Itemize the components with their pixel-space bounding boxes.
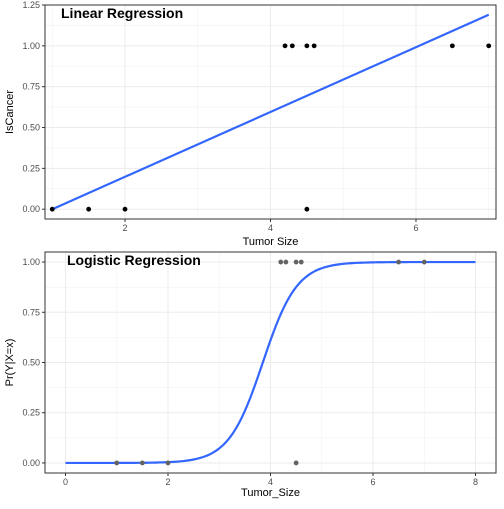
panel-linear: 2 4 6 0.00 0.25 0.50 0.75 1.00 1.25 Tumor Size IsC… — [4, 0, 497, 248]
y-tick-label: 0.50 — [22, 358, 40, 368]
data-point — [165, 460, 171, 466]
x-tick-label: 2 — [123, 223, 128, 233]
y-tick-label: 0.50 — [22, 123, 40, 133]
panel-annotation: Logistic Regression — [67, 252, 201, 268]
x-tick-label: 6 — [370, 477, 375, 487]
panel-annotation: Linear Regression — [61, 5, 183, 21]
y-tick-label: 0.00 — [22, 458, 40, 468]
y-tick-label: 0.00 — [22, 204, 40, 214]
data-point — [293, 259, 299, 265]
fit-line — [65, 260, 476, 465]
x-tick-label: 8 — [473, 477, 478, 487]
data-point — [114, 460, 120, 466]
fit-line — [51, 13, 490, 211]
y-axis-title: Pr(Y|X=x) — [4, 339, 16, 387]
x-axis-title: Tumor_Size — [241, 487, 300, 499]
data-point — [311, 43, 317, 49]
data-point — [449, 43, 455, 49]
data-point — [293, 460, 299, 466]
data-point — [304, 206, 310, 212]
data-point — [421, 259, 427, 265]
x-tick-label: 6 — [413, 223, 418, 233]
y-tick-label: 0.75 — [22, 307, 40, 317]
data-point — [49, 206, 55, 212]
y-tick-label: 0.75 — [22, 82, 40, 92]
y-tick-label: 0.25 — [22, 163, 40, 173]
y-tick-label: 1.00 — [22, 257, 40, 267]
panel-logistic: 0 2 4 6 8 0.00 0.25 0.50 0.75 1.00 Tumor_Size Pr(Y|… — [4, 251, 497, 499]
data-point — [283, 259, 289, 265]
data-point — [278, 259, 284, 265]
data-point — [396, 259, 402, 265]
data-point — [289, 43, 295, 49]
x-tick-label: 2 — [165, 477, 170, 487]
x-tick-label: 0 — [63, 477, 68, 487]
y-axis-title: IsCancer — [4, 90, 16, 134]
x-axis-title: Tumor Size — [243, 236, 299, 248]
y-tick-label: 1.00 — [22, 41, 40, 51]
data-point — [282, 43, 288, 49]
data-point — [122, 206, 128, 212]
y-tick-label: 0.25 — [22, 408, 40, 418]
data-point — [486, 43, 492, 49]
y-tick-label: 1.25 — [22, 0, 40, 10]
x-tick-label: 4 — [268, 223, 273, 233]
data-point — [86, 206, 92, 212]
data-point — [304, 43, 310, 49]
data-point — [298, 259, 304, 265]
data-point — [139, 460, 145, 466]
x-tick-label: 4 — [268, 477, 273, 487]
